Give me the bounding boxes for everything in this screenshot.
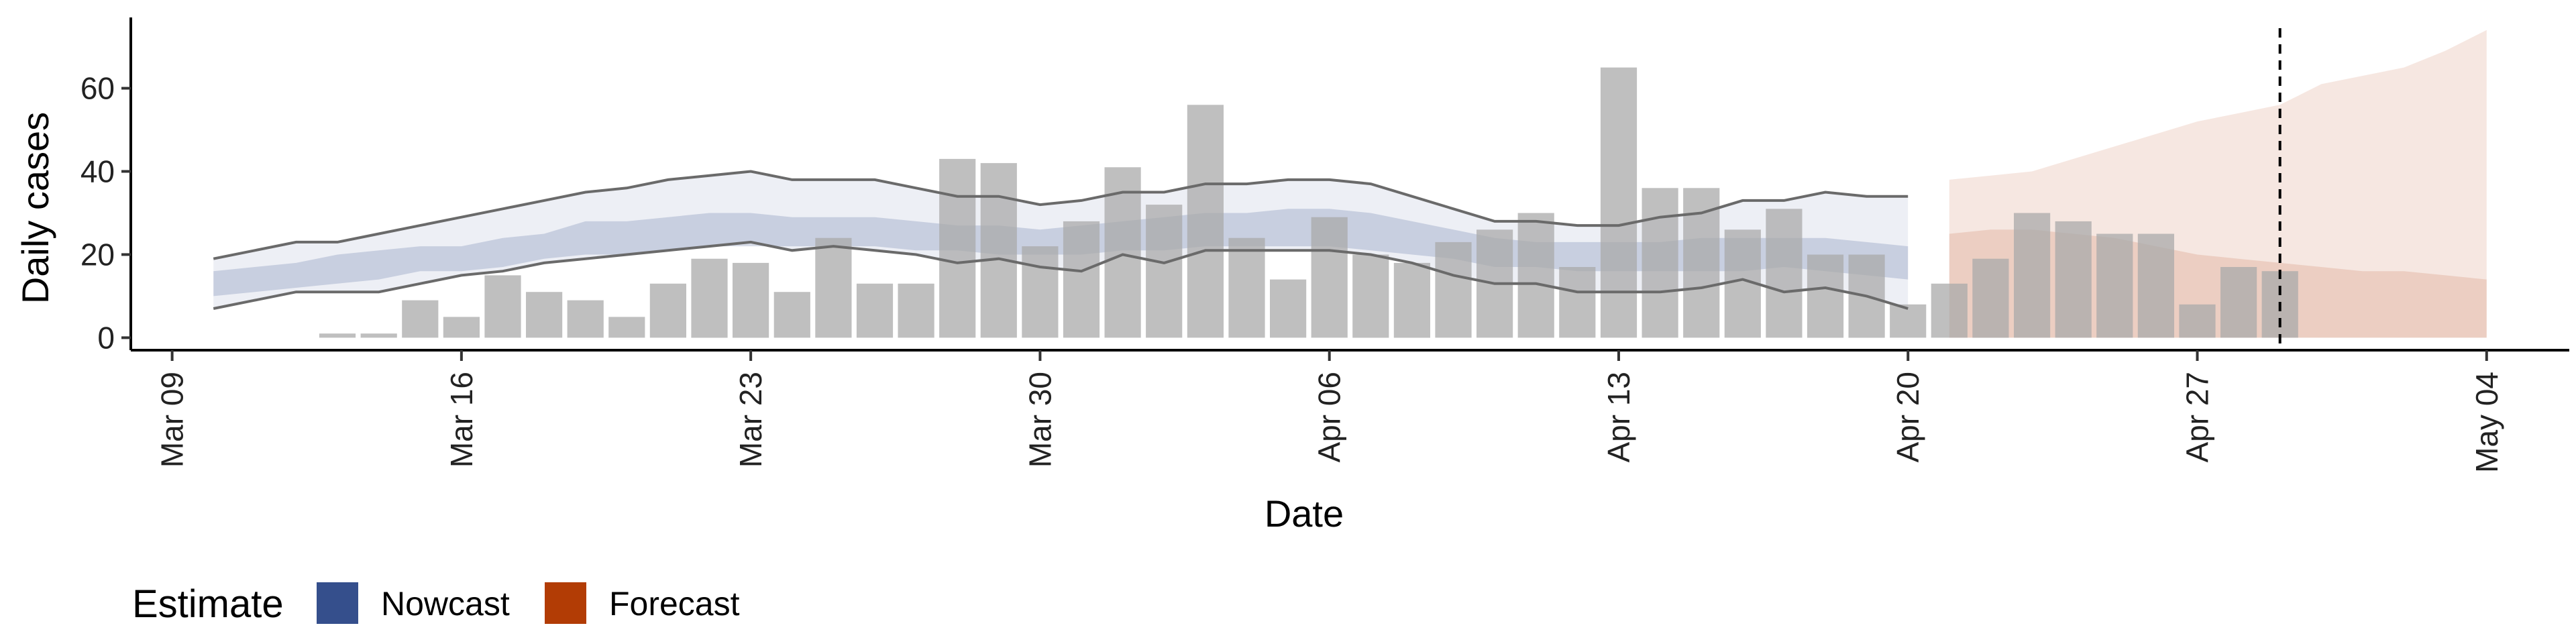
case-bar — [2220, 267, 2257, 338]
legend-label-forecast: Forecast — [609, 585, 740, 623]
case-bar — [1890, 304, 1927, 338]
legend: Estimate Nowcast Forecast — [132, 582, 740, 626]
case-bar — [1517, 213, 1554, 338]
case-bar — [1642, 188, 1678, 338]
case-bar — [1393, 262, 1430, 338]
case-bar — [402, 300, 439, 338]
case-bar — [815, 237, 852, 338]
nowcast-band-50 — [213, 209, 1909, 297]
case-bar — [1146, 205, 1183, 338]
case-bar — [1352, 254, 1389, 338]
case-bar — [1187, 105, 1224, 338]
y-tick-label: 20 — [80, 237, 115, 272]
case-bar — [939, 158, 976, 338]
case-bar — [526, 292, 563, 338]
case-bar — [2014, 213, 2051, 338]
case-bar — [1972, 258, 2009, 338]
axes: 0 20 40 60 Mar 09 Mar 16 Mar 23 Mar 30 Apr 06 Apr… — [80, 17, 2569, 473]
case-bar — [1600, 67, 1638, 338]
case-bar — [1063, 221, 1100, 338]
nowcast-upper-line — [213, 170, 1909, 260]
x-tick-label: May 04 — [2469, 372, 2504, 473]
y-tick-label: 0 — [97, 320, 115, 355]
case-bar — [2137, 233, 2174, 338]
x-tick-label: Apr 06 — [1312, 372, 1347, 463]
legend-swatch-forecast — [545, 582, 586, 624]
case-bar — [898, 283, 934, 338]
y-axis-title: Daily cases — [14, 112, 56, 304]
case-bar — [1022, 246, 1059, 338]
case-bar — [1270, 279, 1307, 338]
x-tick-label: Mar 09 — [155, 372, 190, 468]
case-bar — [1766, 209, 1803, 338]
case-bar — [608, 317, 645, 338]
case-bar — [980, 163, 1017, 338]
x-tick-label: Apr 27 — [2180, 372, 2215, 463]
case-bar — [856, 283, 894, 338]
case-bar — [1931, 283, 1968, 338]
case-bar — [773, 292, 810, 338]
case-bar — [567, 300, 604, 338]
legend-swatch-nowcast — [317, 582, 358, 624]
y-tick-label: 60 — [80, 71, 115, 106]
case-bar — [443, 317, 480, 338]
nowcast-lower-line — [213, 240, 1909, 310]
case-bar — [1228, 237, 1265, 338]
x-axis-title: Date — [1265, 492, 1344, 535]
case-bar — [691, 258, 728, 338]
case-bar — [2055, 221, 2092, 338]
x-tick-label: Apr 20 — [1890, 372, 1925, 463]
case-bar — [2096, 233, 2133, 338]
case-bar — [1559, 267, 1596, 338]
case-bar — [1311, 217, 1348, 338]
case-bar — [360, 333, 397, 338]
case-bar — [484, 275, 521, 338]
case-bar — [649, 283, 686, 338]
case-bar — [1807, 254, 1844, 338]
x-tick-label: Mar 16 — [444, 372, 479, 468]
case-bar — [1435, 241, 1472, 338]
legend-title: Estimate — [132, 582, 284, 626]
case-bar — [733, 262, 769, 338]
nowcast-interval-lines — [213, 170, 1909, 310]
x-tick-label: Mar 23 — [733, 372, 768, 468]
x-tick-label: Apr 13 — [1601, 372, 1636, 463]
case-bar — [319, 333, 356, 338]
y-tick-label: 40 — [80, 154, 115, 189]
legend-label-nowcast: Nowcast — [381, 585, 510, 623]
x-tick-label: Mar 30 — [1022, 372, 1057, 468]
case-bar — [2179, 304, 2216, 338]
